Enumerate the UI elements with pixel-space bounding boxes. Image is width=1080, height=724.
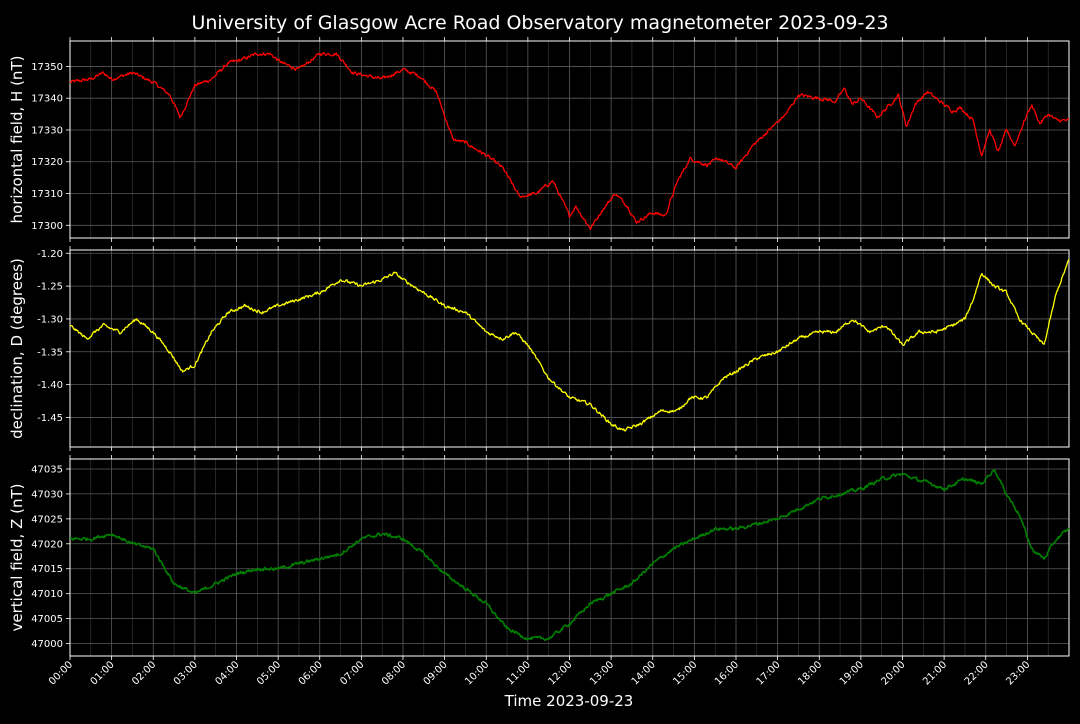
x-tick-label: 13:00 bbox=[588, 659, 616, 687]
panel-1: 17300 17310 17320 17330 17340 17350 horizontal… bbox=[8, 37, 1070, 242]
y-tick-label: 17310 bbox=[31, 189, 63, 200]
y-tick-label: -1.35 bbox=[37, 347, 63, 358]
x-tick-label: 07:00 bbox=[338, 659, 366, 687]
y-tick-label: 47000 bbox=[31, 639, 63, 650]
x-tick-label: 06:00 bbox=[297, 659, 325, 687]
y-tick-label: 17350 bbox=[31, 62, 63, 73]
axes-frame bbox=[69, 458, 1070, 657]
x-tick-label: 15:00 bbox=[671, 659, 699, 687]
x-tick-label: 14:00 bbox=[630, 659, 658, 687]
x-tick-label: 17:00 bbox=[755, 659, 783, 687]
y-tick-label: -1.45 bbox=[37, 413, 63, 424]
x-axis-label: Time 2023-09-23 bbox=[504, 692, 634, 710]
panel-3: 47000 47005 47010 47015 47020 47025 47030 47035… bbox=[8, 455, 1070, 660]
x-tick-label: 20:00 bbox=[879, 659, 907, 687]
y-tick-label: 47020 bbox=[31, 539, 63, 550]
x-tick-label: 21:00 bbox=[921, 659, 949, 687]
y-tick-label: 47030 bbox=[31, 489, 63, 500]
y-tick-label: -1.40 bbox=[37, 380, 63, 391]
y-axis-label: declination, D (degrees) bbox=[8, 258, 26, 439]
x-tick-label: 18:00 bbox=[796, 659, 824, 687]
y-axis-label: horizontal field, H (nT) bbox=[8, 56, 26, 224]
x-tick-label: 16:00 bbox=[713, 659, 741, 687]
x-tick-label: 04:00 bbox=[213, 659, 241, 687]
series-line bbox=[69, 258, 1070, 432]
x-tick-label: 02:00 bbox=[130, 659, 158, 687]
y-axis-label: vertical field, Z (nT) bbox=[8, 483, 26, 631]
x-tick-label: 05:00 bbox=[255, 659, 283, 687]
y-tick-label: -1.20 bbox=[37, 249, 63, 260]
y-tick-label: 17340 bbox=[31, 94, 63, 105]
axes-frame bbox=[69, 249, 1070, 448]
x-tick-label: 23:00 bbox=[1004, 659, 1032, 687]
axes-frame bbox=[69, 40, 1070, 239]
x-tick-label: 12:00 bbox=[546, 659, 574, 687]
x-tick-label: 00:00 bbox=[47, 659, 75, 687]
y-tick-label: 17330 bbox=[31, 125, 63, 136]
panel-2: -1.45 -1.40 -1.35 -1.30 -1.25 -1.20 declinatio… bbox=[8, 246, 1070, 451]
x-tick-label: 19:00 bbox=[838, 659, 866, 687]
x-tick-label: 08:00 bbox=[380, 659, 408, 687]
x-tick-label: 22:00 bbox=[963, 659, 991, 687]
y-tick-label: 47005 bbox=[31, 614, 63, 625]
x-tick-label: 11:00 bbox=[505, 659, 533, 687]
figure-title: University of Glasgow Acre Road Observat… bbox=[191, 12, 888, 34]
y-tick-label: -1.25 bbox=[37, 282, 63, 293]
x-tick-label: 03:00 bbox=[172, 659, 200, 687]
x-tick-label: 10:00 bbox=[463, 659, 491, 687]
x-tick-label: 09:00 bbox=[422, 659, 450, 687]
panels: 17300 17310 17320 17330 17340 17350 horizontal… bbox=[8, 37, 1070, 660]
y-tick-label: 47010 bbox=[31, 589, 63, 600]
y-tick-label: -1.30 bbox=[37, 314, 63, 325]
x-tick-label: 01:00 bbox=[89, 659, 117, 687]
y-tick-label: 47015 bbox=[31, 564, 63, 575]
y-tick-label: 47035 bbox=[31, 464, 63, 475]
series-line bbox=[69, 52, 1070, 230]
y-tick-label: 47025 bbox=[31, 514, 63, 525]
series-line bbox=[69, 469, 1070, 641]
y-tick-label: 17320 bbox=[31, 157, 63, 168]
y-tick-label: 17300 bbox=[31, 221, 63, 232]
